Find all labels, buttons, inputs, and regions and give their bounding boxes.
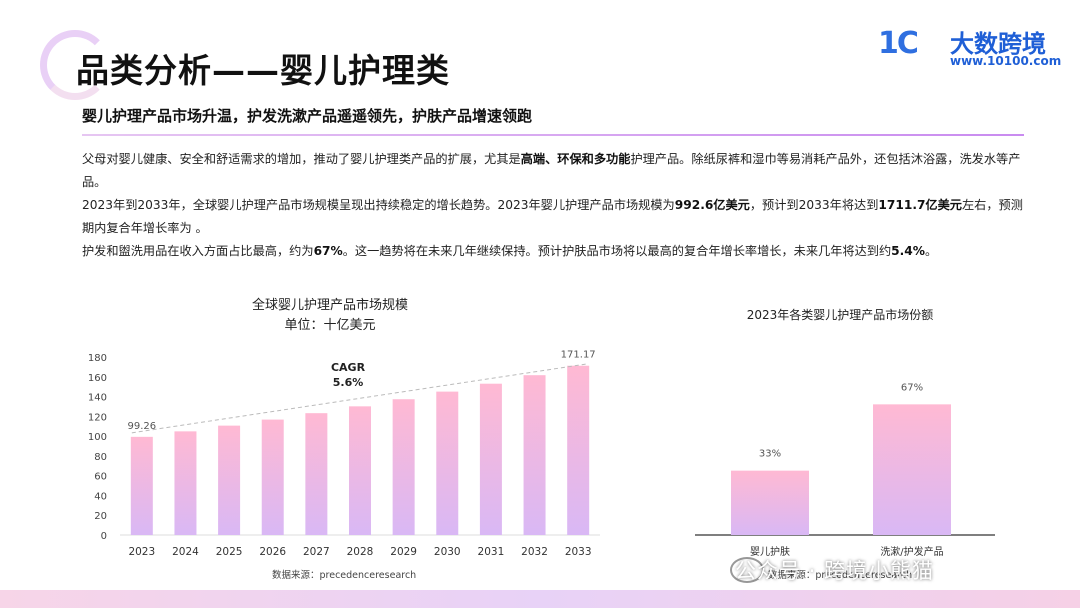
title-decoration xyxy=(40,30,110,100)
x-tick-label: 2031 xyxy=(478,546,505,558)
bar xyxy=(218,425,241,535)
bar xyxy=(130,436,153,535)
bar xyxy=(392,399,415,535)
y-tick-label: 60 xyxy=(94,472,107,483)
bar xyxy=(436,391,459,535)
x-tick-label: 洗漱/护发产品 xyxy=(880,545,943,558)
wechat-icon xyxy=(730,557,764,583)
y-tick-label: 120 xyxy=(88,412,107,423)
y-tick-label: 0 xyxy=(101,531,107,542)
bar xyxy=(349,406,371,535)
chart-source: 数据来源：precedenceresearch xyxy=(768,569,912,581)
chart-title: 全球婴儿护理产品市场规模 xyxy=(252,297,408,313)
x-tick-label: 2026 xyxy=(259,546,286,558)
y-tick-label: 160 xyxy=(88,373,107,384)
bar xyxy=(567,365,590,535)
cagr-annotation-value: 5.6% xyxy=(333,376,364,389)
y-tick-label: 140 xyxy=(88,393,107,404)
logo-name: 大数跨境 xyxy=(950,30,1046,58)
x-tick-label: 2025 xyxy=(216,546,243,558)
y-tick-label: 80 xyxy=(94,452,107,463)
bar xyxy=(261,419,284,535)
bar xyxy=(873,404,951,535)
y-tick-label: 40 xyxy=(94,491,107,502)
x-tick-label: 2027 xyxy=(303,546,330,558)
data-label: 67% xyxy=(901,382,923,393)
y-tick-label: 180 xyxy=(88,353,107,364)
paragraph: 护发和盥洗用品在收入方面占比最高，约为67%。这一趋势将在未来几年继续保持。预计… xyxy=(82,244,938,258)
bar xyxy=(731,470,809,535)
x-tick-label: 2023 xyxy=(128,546,155,558)
x-tick-label: 2029 xyxy=(390,546,417,558)
x-tick-label: 2033 xyxy=(565,546,592,558)
paragraph: 父母对婴儿健康、安全和舒适需求的增加，推动了婴儿护理类产品的扩展，尤其是高端、环… xyxy=(82,152,1021,189)
cagr-annotation-label: CAGR xyxy=(331,361,366,374)
x-tick-label: 2024 xyxy=(172,546,199,558)
bar xyxy=(174,431,197,535)
slide-subtitle: 婴儿护理产品市场升温，护发洗漱产品遥遥领先，护肤产品增速领跑 xyxy=(82,107,533,125)
bottom-band xyxy=(0,590,1080,608)
market-share-bar-chart: 2023年各类婴儿护理产品市场份额 33% 婴儿护肤 67% 洗漱/护发产品数据来源：p… xyxy=(695,307,995,581)
body-text: 父母对婴儿健康、安全和舒适需求的增加，推动了婴儿护理类产品的扩展，尤其是高端、环… xyxy=(82,148,1032,263)
data-label: 33% xyxy=(759,449,781,460)
page-title: 品类分析——婴儿护理类 xyxy=(76,51,450,90)
logo-url: www.10100.com xyxy=(950,54,1062,68)
data-label: 99.26 xyxy=(127,421,156,432)
data-label: 171.17 xyxy=(561,350,596,361)
chart-subtitle: 单位：十亿美元 xyxy=(284,318,375,333)
watermark: 公众号 · 跨境小熊猫 xyxy=(735,559,935,583)
bar xyxy=(305,413,328,535)
x-tick-label: 2032 xyxy=(521,546,548,558)
x-tick-label: 婴儿护肤 xyxy=(750,545,790,558)
brand-logo: 1C 大数跨境 www.10100.com xyxy=(878,22,1063,72)
chart-title: 2023年各类婴儿护理产品市场份额 xyxy=(747,307,934,322)
y-tick-label: 20 xyxy=(94,511,107,522)
y-tick-label: 100 xyxy=(88,432,107,443)
bar xyxy=(523,375,546,535)
chart-source: 数据来源：precedenceresearch xyxy=(272,569,416,581)
logo-mark-icon: 1C xyxy=(878,26,919,61)
x-tick-label: 2028 xyxy=(347,546,374,558)
divider xyxy=(82,134,1024,136)
paragraph: 2023年到2033年，全球婴儿护理产品市场规模呈现出持续稳定的增长趋势。202… xyxy=(82,198,1023,235)
x-tick-label: 2030 xyxy=(434,546,461,558)
bar xyxy=(479,383,502,535)
